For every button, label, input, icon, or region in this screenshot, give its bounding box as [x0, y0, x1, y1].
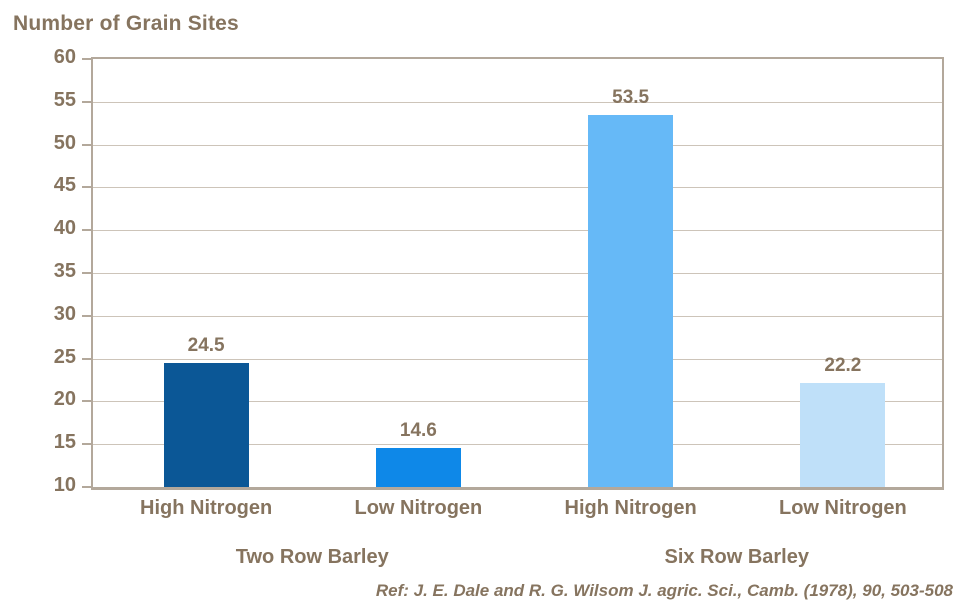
y-tick-label: 45: [53, 174, 76, 197]
y-tick: [82, 486, 93, 488]
gridline: [93, 101, 942, 103]
y-tick-label: 25: [53, 345, 76, 368]
gridline: [93, 401, 942, 403]
y-tick: [82, 58, 93, 60]
bar: [163, 362, 249, 487]
y-tick: [82, 314, 93, 317]
gridline: [93, 144, 942, 146]
gridline: [93, 187, 942, 189]
bar-value-label: 22.2: [824, 354, 862, 376]
gridline: [93, 230, 942, 232]
y-tick: [82, 100, 93, 103]
chart-title: Number of Grain Sites: [13, 12, 239, 35]
x-axis-label: High Nitrogen: [140, 497, 273, 519]
bar-value-label: 53.5: [612, 86, 650, 108]
y-tick: [82, 229, 93, 232]
y-tick: [82, 443, 93, 446]
plot-area: 24.5 14.6 53.5 22.2: [91, 57, 944, 490]
x-axis-label: Low Nitrogen: [778, 497, 907, 519]
y-tick-label: 20: [53, 388, 76, 411]
bar-value-label: 24.5: [187, 334, 225, 356]
gridline: [93, 273, 942, 274]
gridline: [93, 315, 942, 317]
group-label: Six Row Barley: [664, 546, 809, 568]
y-tick-label: 55: [53, 88, 76, 111]
gridline: [93, 444, 942, 446]
y-tick: [82, 272, 93, 274]
y-tick: [82, 186, 93, 189]
group-label: Two Row Barley: [235, 546, 389, 568]
y-tick-label: 35: [53, 260, 76, 282]
bar-value-label: 14.6: [399, 419, 437, 441]
bar: [375, 447, 461, 487]
y-tick: [82, 400, 93, 403]
y-tick: [82, 143, 93, 146]
y-tick-label: 40: [53, 217, 76, 240]
y-tick-label: 15: [53, 431, 76, 454]
bar: [800, 382, 886, 487]
bar: [588, 114, 674, 487]
x-axis-label: High Nitrogen: [564, 497, 697, 519]
y-tick: [82, 357, 93, 360]
x-axis-label: Low Nitrogen: [354, 497, 483, 519]
gridline: [93, 358, 942, 360]
y-tick-label: 60: [53, 46, 76, 68]
y-tick-label: 30: [53, 302, 76, 325]
y-tick-label: 10: [53, 474, 76, 496]
y-tick-label: 50: [53, 131, 76, 154]
reference-text: Ref: J. E. Dale and R. G. Wilsom J. agri…: [375, 581, 953, 600]
